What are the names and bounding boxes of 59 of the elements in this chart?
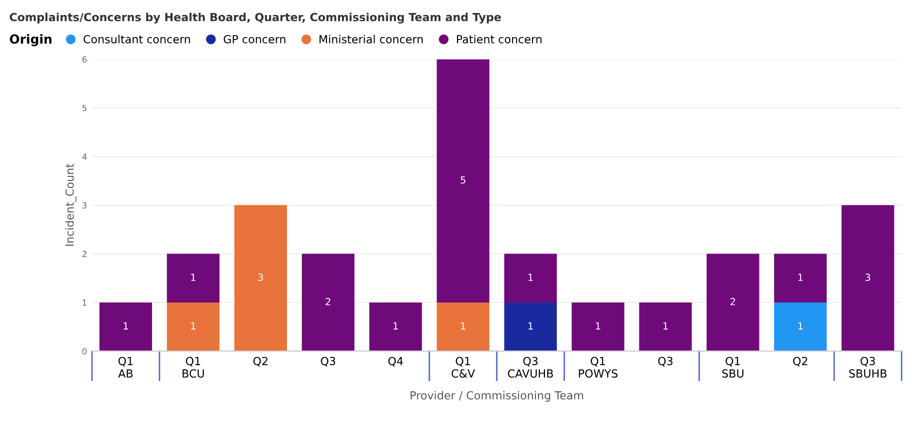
x-tick-label: Q3: [658, 356, 672, 367]
bar: [166, 254, 220, 302]
x-tick-label: Q3: [320, 356, 336, 367]
y-tick-label: 6: [82, 56, 87, 63]
bar: [639, 302, 692, 352]
y-tick-label: 5: [82, 104, 86, 112]
data-label: 2: [730, 298, 736, 306]
x-tick-label: Q3 CAVUHB: [508, 356, 553, 378]
y-tick-label: 2: [82, 250, 86, 257]
x-tick-label: Q1 POWYS: [578, 356, 618, 378]
chart-title: Complaints/Concerns by Health Board, Quarter, Commissioning Team and Type: [10, 12, 501, 24]
y-tick-label: 3: [82, 202, 86, 208]
data-label: 1: [461, 322, 466, 330]
bar: [774, 254, 827, 302]
x-tick-label: Q1 SBU: [722, 356, 744, 378]
y-tick-label: 4: [82, 154, 87, 160]
bar: [436, 302, 490, 352]
data-label: 5: [460, 176, 466, 184]
bar: [572, 302, 624, 352]
data-label: 1: [528, 322, 533, 330]
legend-label: GP concern: [224, 35, 286, 44]
data-label: 1: [124, 322, 128, 330]
data-label: 1: [798, 274, 803, 281]
data-label: 3: [866, 274, 870, 281]
bar: [369, 302, 422, 352]
data-label: 2: [326, 298, 330, 306]
x-tick-label: Q1 C&V: [452, 356, 475, 378]
x-tick-label: Q2: [793, 356, 808, 367]
data-label: 3: [258, 274, 263, 281]
legend-title: Origin: [10, 34, 52, 46]
x-tick-label: Q4: [388, 356, 403, 367]
bar: [166, 302, 220, 352]
bar: [774, 302, 827, 352]
x-axis-title: Provider / Commissioning Team: [410, 390, 584, 402]
bar: [99, 302, 152, 352]
x-tick-label: Q3 SBUHB: [849, 356, 886, 378]
data-label: 1: [663, 322, 668, 330]
legend-label: Consultant concern: [84, 34, 190, 44]
bar: [842, 205, 894, 352]
x-tick-label: Q2: [253, 356, 268, 367]
y-tick-label: 0: [82, 348, 87, 354]
data-label: 1: [191, 274, 196, 281]
bar: [436, 59, 490, 302]
data-label: 1: [596, 322, 600, 330]
legend-label: Patient concern: [456, 34, 542, 44]
x-tick-label: Q1 AB: [118, 356, 133, 378]
bar: [302, 254, 354, 352]
x-tick-label: Q1 BCU: [182, 356, 204, 378]
data-label: 1: [798, 322, 803, 330]
bar: [706, 254, 760, 352]
bar: [504, 302, 557, 352]
data-label: 1: [191, 322, 196, 330]
y-axis-title: Incident_Count: [65, 164, 76, 246]
data-label: 1: [528, 274, 533, 281]
data-label: 1: [394, 322, 398, 330]
bar: [504, 254, 557, 302]
bar: [234, 205, 287, 352]
y-tick-label: 1: [82, 300, 86, 306]
legend-label: Ministerial concern: [320, 34, 423, 44]
